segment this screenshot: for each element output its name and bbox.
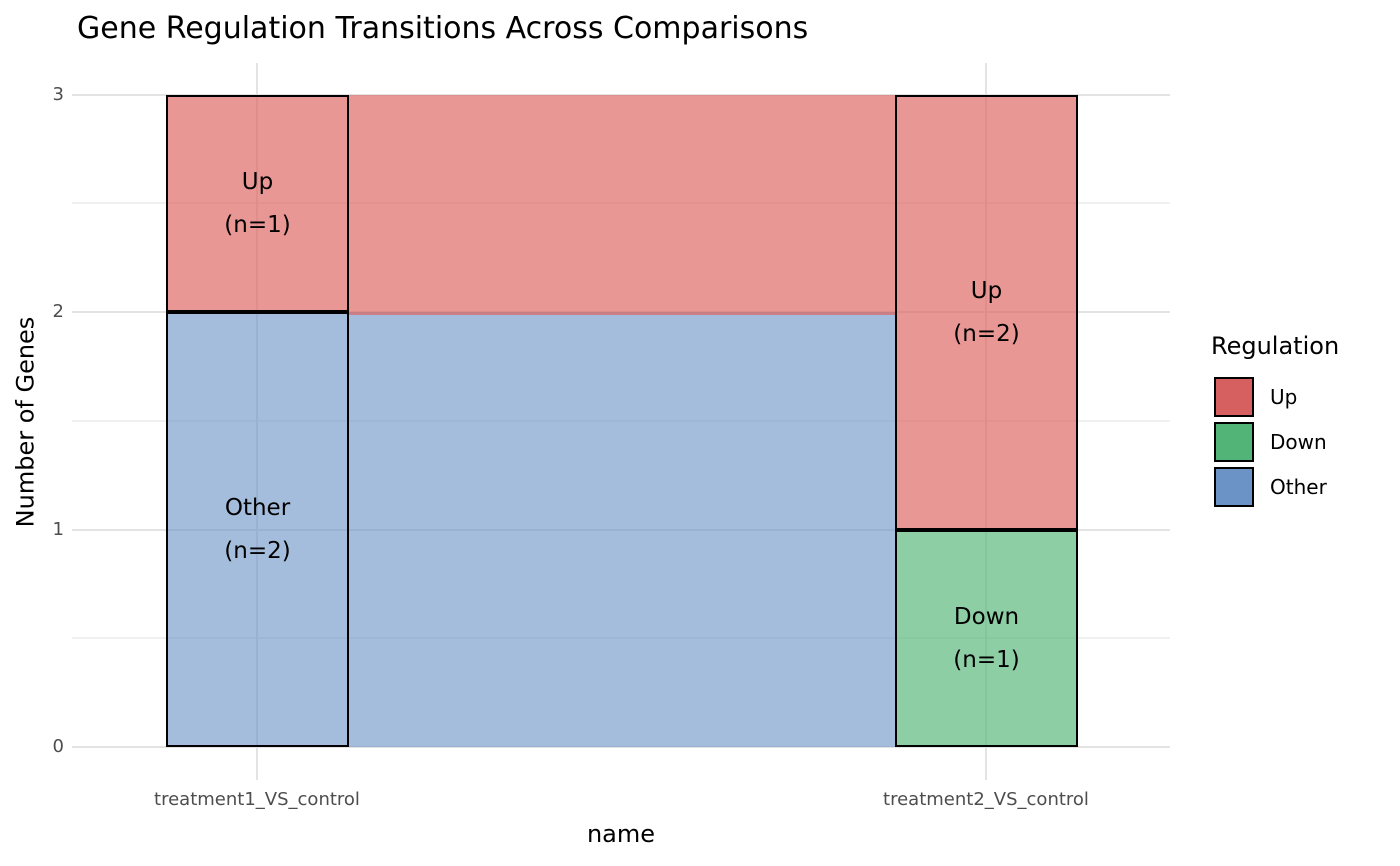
plot-panel: Up (n=1) Other (n=2) Up (n=2) Down (n=1) <box>72 63 1170 780</box>
segment-label: Up <box>970 277 1003 304</box>
y-axis-title: Number of Genes <box>0 63 50 780</box>
legend-swatch-up <box>1214 377 1254 417</box>
segment-count: (n=2) <box>953 320 1020 347</box>
x-tick-label-treatment1: treatment1_VS_control <box>154 789 360 810</box>
y-tick-label-1: 1 <box>52 519 64 540</box>
y-tick-label-2: 2 <box>52 301 64 322</box>
y-axis-title-text: Number of Genes <box>11 316 39 527</box>
legend-label-down: Down <box>1270 430 1327 454</box>
legend-swatch-other <box>1214 467 1254 507</box>
y-tick-label-3: 3 <box>52 84 64 105</box>
right-bar-segment-down: Down (n=1) <box>895 530 1078 747</box>
legend-swatch-down <box>1214 422 1254 462</box>
chart-title: Gene Regulation Transitions Across Compa… <box>77 11 809 46</box>
left-bar-segment-other: Other (n=2) <box>166 312 349 747</box>
segment-count: (n=1) <box>224 211 291 238</box>
left-bar-segment-up: Up (n=1) <box>166 95 349 312</box>
x-tick-label-treatment2: treatment2_VS_control <box>883 789 1089 810</box>
y-tick-label-0: 0 <box>52 736 64 757</box>
right-bar-segment-up: Up (n=2) <box>895 95 1078 530</box>
legend-title: Regulation <box>1211 332 1340 360</box>
segment-label: Up <box>241 168 274 195</box>
segment-label: Down <box>953 603 1020 630</box>
gridline-y0 <box>72 746 1170 748</box>
x-axis-title: name <box>586 820 656 848</box>
flow-ribbon-up <box>349 95 895 315</box>
segment-count: (n=1) <box>953 646 1020 673</box>
flow-ribbon-other <box>349 312 895 747</box>
legend-label-other: Other <box>1270 475 1327 499</box>
legend-label-up: Up <box>1270 385 1298 409</box>
segment-count: (n=2) <box>224 537 291 564</box>
segment-label: Other <box>224 494 291 521</box>
